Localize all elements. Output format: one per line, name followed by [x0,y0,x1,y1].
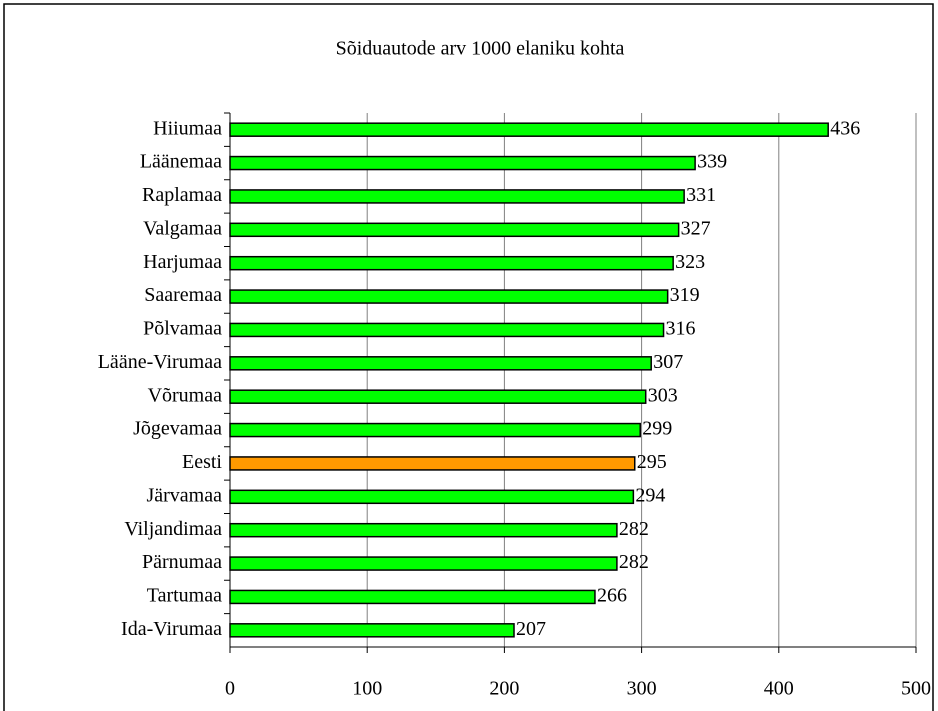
bar [229,623,515,638]
x-tick-label: 400 [764,678,794,700]
bar [229,422,641,438]
y-tick-label: Läänemaa [140,151,222,173]
bar [229,122,829,137]
bar [229,489,635,505]
y-tick-label: Põlvamaa [143,318,222,340]
value-label: 266 [597,585,627,607]
bar [229,589,596,605]
bar [229,189,685,204]
y-tick-label: Harjumaa [143,251,222,273]
x-tick-label: 200 [489,678,519,700]
value-label: 299 [642,418,672,440]
value-label: 282 [619,518,649,540]
value-label: 327 [681,217,711,239]
x-tick-label: 100 [352,678,382,700]
y-tick-label: Viljandimaa [124,518,222,540]
y-tick-label: Hiiumaa [153,117,222,139]
x-tick-label: 500 [901,678,931,700]
y-tick-label: Saaremaa [144,284,222,306]
bar [229,389,647,404]
bar [229,522,618,538]
value-label: 331 [686,184,716,206]
bar [229,556,618,571]
y-tick-label: Valgamaa [143,217,222,239]
y-tick-label: Eesti [182,451,222,473]
y-tick-label: Võrumaa [148,384,223,406]
x-tick-label: 300 [627,678,657,700]
y-tick-label: Tartumaa [147,585,222,607]
value-label: 295 [637,451,667,473]
bar [229,289,669,304]
value-label: 316 [666,318,696,340]
y-tick-label: Raplamaa [142,184,222,206]
y-tick-label: Ida-Virumaa [121,618,222,640]
value-label: 294 [635,484,665,506]
value-label: 319 [670,284,700,306]
bar [229,222,680,238]
y-tick-label: Järvamaa [146,484,222,506]
bar [229,255,674,271]
value-label: 339 [697,151,727,173]
bar [229,456,636,471]
bar [229,155,696,171]
value-label: 207 [516,618,546,640]
value-label: 323 [675,251,705,273]
value-label: 436 [830,117,860,139]
chart-title: Sõiduautode arv 1000 elaniku kohta [336,38,625,60]
x-tick-label: 0 [225,678,235,700]
y-tick-label: Pärnumaa [142,551,222,573]
value-label: 307 [653,351,683,373]
y-tick-label: Jõgevamaa [133,418,222,440]
value-label: 303 [648,384,678,406]
value-label: 282 [619,551,649,573]
bar [229,356,652,371]
bar [229,322,665,338]
y-tick-label: Lääne-Virumaa [98,351,222,373]
